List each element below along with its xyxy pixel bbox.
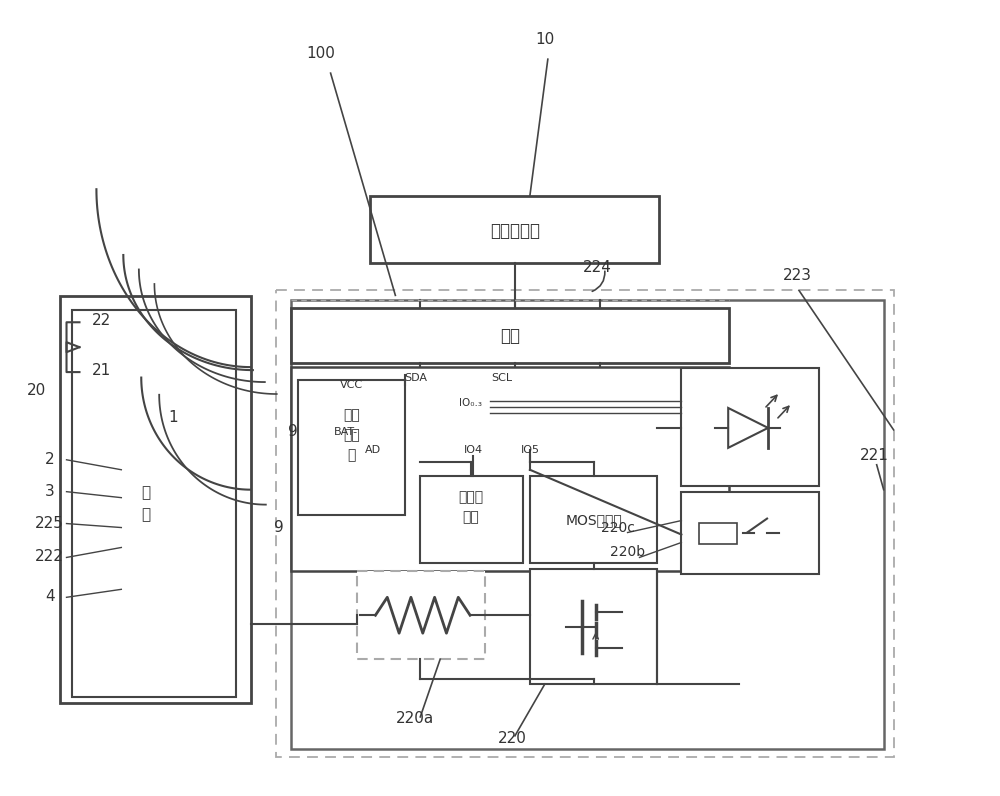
Text: 1: 1 [168, 411, 178, 425]
Text: 9: 9 [288, 424, 298, 439]
Text: VCC: VCC [340, 380, 363, 390]
Bar [681, 492, 819, 575]
Text: AD: AD [365, 445, 382, 455]
Text: 220: 220 [498, 732, 526, 747]
Bar [420, 476, 523, 564]
Bar [357, 572, 485, 659]
Text: 电: 电 [142, 486, 151, 500]
Text: 3: 3 [45, 484, 54, 499]
Text: 调整: 调整 [343, 428, 360, 442]
Text: 滤波放: 滤波放 [459, 490, 484, 505]
Text: IO4: IO4 [464, 445, 483, 455]
Bar [530, 476, 657, 564]
Text: 223: 223 [782, 268, 811, 283]
Text: 225: 225 [35, 516, 64, 531]
Bar [276, 291, 894, 757]
Bar [681, 368, 819, 486]
Text: IO₀.₃: IO₀.₃ [459, 398, 482, 408]
Bar [298, 380, 405, 514]
Text: 221: 221 [860, 448, 889, 463]
Text: 220b: 220b [610, 545, 645, 560]
Bar [291, 308, 729, 363]
Text: SCL: SCL [491, 373, 513, 383]
Bar [530, 569, 657, 684]
Text: 22: 22 [92, 313, 111, 328]
Text: 9: 9 [274, 520, 284, 535]
Text: 大器: 大器 [463, 510, 479, 525]
Text: 224: 224 [583, 260, 612, 275]
Bar [72, 310, 236, 697]
Text: MOS驱动器: MOS驱动器 [565, 513, 622, 528]
Bar [291, 300, 884, 749]
Text: BAT-: BAT- [333, 427, 358, 437]
Text: 器: 器 [347, 448, 356, 462]
Text: 21: 21 [92, 363, 111, 377]
Text: 电压: 电压 [343, 408, 360, 422]
Text: SDA: SDA [404, 373, 427, 383]
Text: 220a: 220a [396, 712, 434, 727]
Bar [291, 367, 729, 572]
Text: 222: 222 [35, 549, 64, 564]
Text: 20: 20 [27, 383, 46, 397]
Text: 源: 源 [142, 507, 151, 522]
Text: 待供电设备: 待供电设备 [490, 221, 540, 240]
Text: IO5: IO5 [520, 445, 539, 455]
Text: 2: 2 [45, 452, 54, 467]
Bar [370, 196, 659, 263]
Text: 220c: 220c [601, 521, 635, 535]
Text: 10: 10 [535, 32, 554, 47]
Bar [60, 296, 251, 703]
Bar [699, 522, 737, 544]
Text: 100: 100 [306, 45, 335, 60]
Text: 接口: 接口 [500, 327, 520, 345]
Text: 4: 4 [45, 589, 54, 604]
